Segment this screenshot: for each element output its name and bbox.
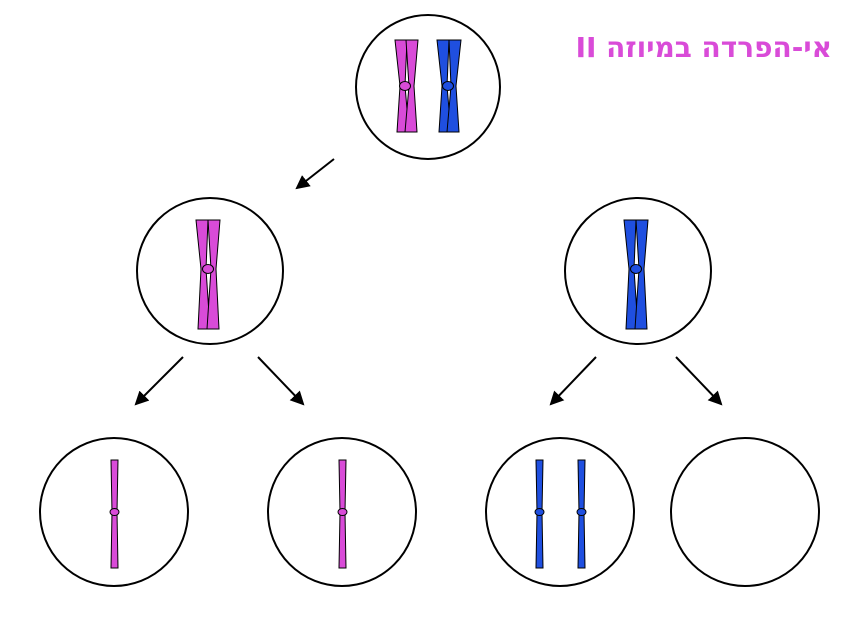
left-middle-cell-outline — [136, 197, 284, 345]
arrow-top-to-left — [295, 158, 335, 190]
bottom-cell-4-outline — [670, 437, 820, 587]
bottom-cell-2 — [267, 437, 417, 587]
bottom-cell-1 — [39, 437, 189, 587]
bottom-cell-3-outline — [485, 437, 635, 587]
left-middle-cell — [136, 197, 284, 345]
pink-chromosome — [195, 219, 221, 330]
blue-chromosome — [623, 219, 649, 330]
blue-chromatid-left — [534, 459, 545, 569]
blue-chromatid-right — [576, 459, 587, 569]
arrow-right-to-bottom-3 — [549, 356, 597, 406]
pink-chromatid — [109, 459, 120, 569]
bottom-cell-2-outline — [267, 437, 417, 587]
top-cell-outline — [355, 14, 501, 160]
blue-chromosome — [436, 39, 462, 133]
pink-chromatid — [337, 459, 348, 569]
bottom-cell-1-outline — [39, 437, 189, 587]
right-middle-cell — [564, 197, 712, 345]
arrow-left-to-bottom-1 — [134, 356, 184, 406]
bottom-cell-4 — [670, 437, 820, 587]
arrow-left-to-bottom-2 — [257, 356, 305, 406]
bottom-cell-3 — [485, 437, 635, 587]
top-cell — [355, 14, 501, 160]
diagram-title: אי-הפרדה במיוזה II — [575, 31, 832, 64]
right-middle-cell-outline — [564, 197, 712, 345]
pink-chromosome — [394, 39, 419, 133]
arrow-right-to-bottom-4 — [675, 356, 723, 406]
